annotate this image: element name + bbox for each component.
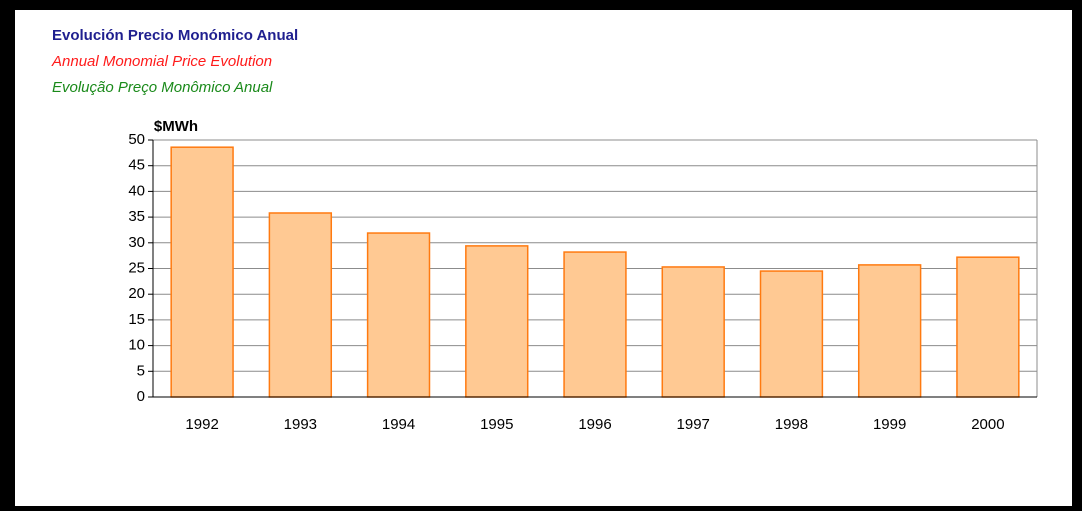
bar: [563, 251, 627, 398]
x-tick-label: 1992: [185, 416, 218, 433]
x-tick-label: 2000: [971, 416, 1004, 433]
y-axis-label: $MWh: [154, 118, 198, 135]
y-tick-label: 30: [128, 234, 145, 251]
y-tick-label: 45: [128, 157, 145, 174]
x-tick-label: 1994: [382, 416, 415, 433]
chart-subtitle: Annual Monomial Price Evolution: [51, 53, 272, 70]
chart-subtitle: Evolução Preço Monômico Anual: [52, 79, 273, 96]
x-tick-label: 1996: [578, 416, 611, 433]
bar: [661, 266, 725, 398]
y-tick-label: 10: [128, 337, 145, 354]
bar: [956, 256, 1020, 398]
bar: [268, 212, 333, 398]
y-tick-label: 20: [128, 285, 145, 302]
bar: [759, 270, 824, 398]
x-tick-label: 1993: [284, 416, 317, 433]
bar: [465, 245, 529, 398]
bar: [366, 232, 431, 398]
x-tick-label: 1997: [677, 416, 710, 433]
y-tick-label: 40: [128, 182, 145, 199]
x-tick-label: 1999: [873, 416, 906, 433]
bar: [857, 264, 922, 398]
y-tick-label: 15: [128, 311, 145, 328]
y-tick-label: 5: [137, 362, 145, 379]
y-tick-label: 0: [137, 388, 145, 405]
x-tick-label: 1998: [775, 416, 808, 433]
chart-title: Evolución Precio Monómico Anual: [52, 27, 298, 44]
bar: [170, 146, 234, 398]
y-tick-label: 50: [128, 131, 145, 148]
y-tick-label: 25: [128, 259, 145, 276]
x-tick-label: 1995: [480, 416, 513, 433]
y-tick-label: 35: [128, 208, 145, 225]
